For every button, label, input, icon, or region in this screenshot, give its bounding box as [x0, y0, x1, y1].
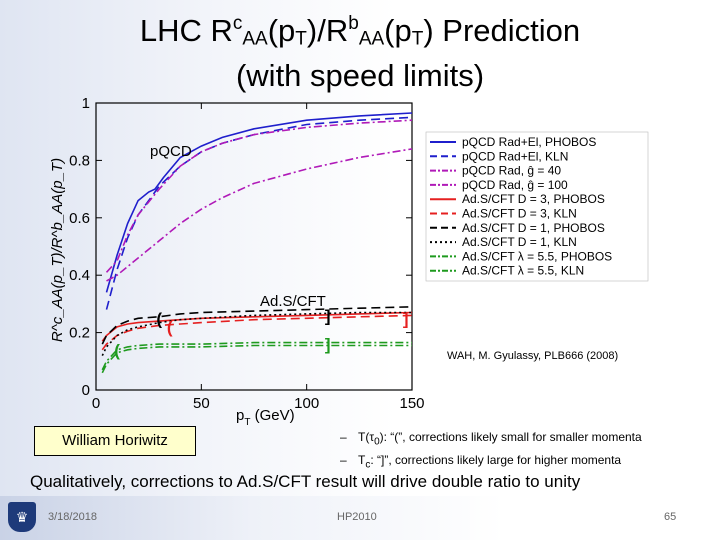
note-item: – T(τ0): “(”, corrections likely small fo… — [340, 430, 642, 448]
range-marker: ( — [167, 318, 173, 337]
y-tick-label: 0.4 — [69, 267, 90, 284]
y-tick-label: 1 — [82, 95, 90, 112]
series-line — [105, 112, 413, 293]
note-item: – Tc: “]”, corrections likely large for h… — [340, 453, 622, 471]
range-marker: ] — [403, 309, 409, 328]
x-tick-label: 0 — [92, 395, 100, 412]
series-line — [101, 311, 412, 356]
legend-label: Ad.S/CFT D = 3, PHOBOS — [462, 192, 605, 206]
ads-annotation: Ad.S/CFT — [260, 293, 326, 310]
citation: WAH, M. Gyulassy, PLB666 (2008) — [447, 350, 619, 362]
range-markers: (] (] (] — [114, 306, 408, 359]
slide-title: LHC RcAA(pT)/RbAA(pT) Prediction (with s… — [60, 6, 660, 94]
series-line — [101, 314, 413, 351]
y-tick-label: 0.2 — [69, 325, 90, 342]
legend-label: pQCD Rad+El, KLN — [462, 149, 568, 163]
legend-label: Ad.S/CFT D = 3, KLN — [462, 207, 577, 221]
page-number: 65 — [664, 511, 677, 523]
range-marker: ] — [325, 306, 331, 325]
plot-border — [95, 102, 413, 391]
legend-label: Ad.S/CFT λ = 5.5, KLN — [462, 264, 584, 278]
notes-list: – T(τ0): “(”, corrections likely small fo… — [340, 428, 642, 475]
series-line — [105, 116, 413, 310]
y-axis-label: R^c_AA(p_T)/R^b_AA(p_T) — [49, 158, 66, 342]
footer-band — [0, 496, 720, 540]
axis-ticks — [95, 102, 413, 391]
legend-label: pQCD Rad, ĝ = 40 — [462, 164, 561, 178]
university-crest-icon: ♛ — [8, 502, 36, 532]
author-box: William Horiwitz — [34, 426, 196, 456]
x-tick-label: 100 — [294, 395, 319, 412]
x-tick-label: 150 — [399, 395, 424, 412]
tick-labels: 0 50 100 150 0 0.2 0.4 0.6 0.8 1 — [69, 95, 424, 412]
series-line — [101, 306, 413, 345]
legend-label: pQCD Rad+El, PHOBOS — [462, 135, 596, 149]
series-line — [101, 341, 412, 371]
y-tick-label: 0 — [82, 382, 90, 399]
range-marker: ( — [156, 309, 162, 328]
legend-box — [425, 131, 649, 282]
conclusion-text: Qualitatively, corrections to Ad.S/CFT r… — [30, 472, 581, 491]
series-layer — [101, 112, 413, 374]
range-marker: ] — [325, 335, 331, 354]
x-axis-label: pT (GeV) — [236, 407, 295, 428]
footer-conference: HP2010 — [337, 511, 377, 523]
plot-frame — [95, 102, 413, 391]
x-tick-label: 50 — [193, 395, 210, 412]
series-line — [101, 344, 412, 374]
title-line-2: (with speed limits) — [235, 57, 485, 93]
legend-label: Ad.S/CFT D = 1, PHOBOS — [462, 221, 605, 235]
legend-label: Ad.S/CFT λ = 5.5, PHOBOS — [462, 249, 612, 263]
title-line-1: LHC RcAA(pT)/RbAA(pT) Prediction — [139, 12, 581, 50]
legend-label: pQCD Rad, ĝ = 100 — [462, 178, 568, 192]
series-line — [106, 148, 413, 282]
series-line — [105, 119, 413, 273]
footer-date: 3/18/2018 — [48, 511, 97, 523]
range-marker: ( — [114, 341, 120, 360]
y-tick-label: 0.8 — [69, 152, 90, 169]
pqcd-annotation: pQCD — [150, 143, 192, 160]
legend-label: Ad.S/CFT D = 1, KLN — [462, 235, 577, 249]
y-tick-label: 0.6 — [69, 210, 90, 227]
